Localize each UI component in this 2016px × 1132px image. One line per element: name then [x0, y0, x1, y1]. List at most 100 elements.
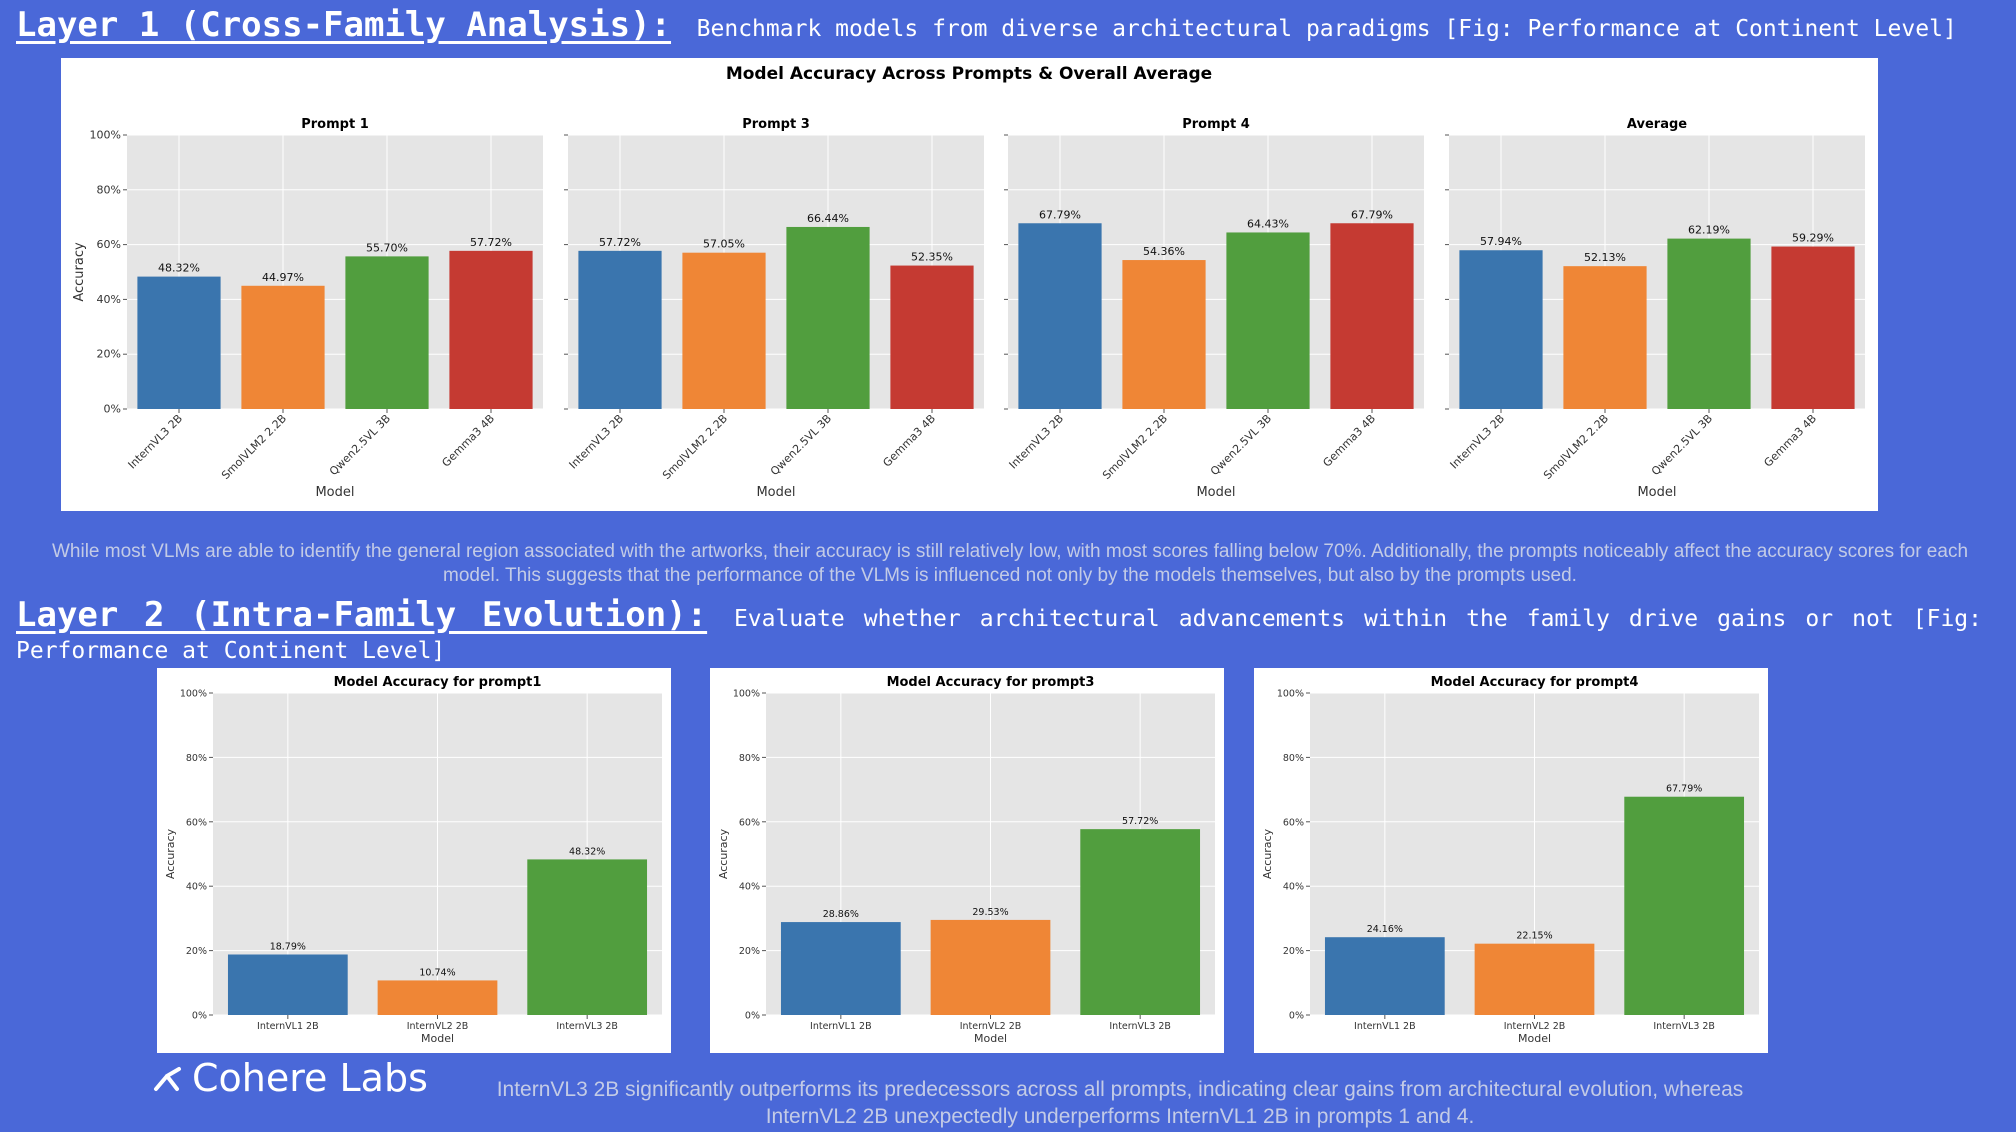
x-axis-label: Model	[756, 485, 795, 500]
x-tick-label: Gemma3 4B	[439, 412, 497, 470]
y-tick-label: 20%	[1283, 946, 1304, 957]
layer2-chart-prompt3: 0% 20% 40% 60% 80% 100% 28.86% InternVL1 2B 29.5…	[717, 675, 1215, 1045]
y-tick-label: 80%	[739, 753, 760, 764]
x-tick-label: InternVL2 2B	[960, 1021, 1022, 1032]
x-tick-label: Gemma3 4B	[1320, 412, 1378, 470]
y-tick-label: 100%	[90, 129, 121, 142]
bar-value-label: 64.43%	[1247, 217, 1289, 230]
bar-value-label: 66.44%	[807, 212, 849, 225]
bar	[1080, 829, 1201, 1015]
layer1-heading: Layer 1 (Cross-Family Analysis): Benchma…	[16, 8, 2006, 46]
y-tick-label: 100%	[1277, 689, 1304, 700]
bar-value-label: 67.79%	[1666, 784, 1702, 795]
bar	[1474, 943, 1595, 1015]
subplot-average: 57.94% InternVL3 2B 52.13% SmolVLM2 2.2B 62.…	[1445, 117, 1865, 500]
bar	[578, 250, 662, 409]
x-tick-label: Qwen2.5VL 3B	[768, 412, 834, 478]
y-tick-label: 40%	[186, 882, 207, 893]
plot: 0% 20% 40% 60% 80% 100% 28.86% InternVL1 2B 29.5…	[717, 675, 1215, 1045]
layer2-chart-prompt4: 0% 20% 40% 60% 80% 100% 24.16% InternVL1 2B 22.1…	[1261, 675, 1759, 1045]
bar-value-label: 57.72%	[470, 236, 512, 249]
x-axis-label: Model	[974, 1032, 1007, 1045]
bar	[1667, 238, 1751, 409]
y-tick-label: 40%	[1283, 882, 1304, 893]
x-axis-label: Model	[1196, 485, 1235, 500]
bar	[780, 922, 901, 1015]
subplot-prompt-4: 67.79% InternVL3 2B 54.36% SmolVLM2 2.2B 64.…	[1004, 117, 1424, 500]
x-axis-label: Model	[1518, 1032, 1551, 1045]
x-tick-label: InternVL3 2B	[556, 1021, 618, 1032]
subplot-title: Prompt 3	[742, 117, 810, 132]
layer1-chart-panel: Model Accuracy Across Prompts & Overall …	[61, 58, 1878, 511]
bar	[241, 285, 325, 409]
bar-value-label: 18.79%	[270, 941, 306, 952]
bar	[527, 859, 648, 1015]
y-tick-label: 60%	[97, 238, 121, 251]
y-axis-label: Accuracy	[1261, 828, 1274, 879]
bar	[1226, 232, 1310, 409]
x-tick-label: InternVL1 2B	[810, 1021, 872, 1032]
layer2-caption: InternVL3 2B significantly outperforms i…	[496, 1078, 1744, 1128]
subplot-title: Model Accuracy for prompt4	[1431, 675, 1639, 690]
bar-value-label: 24.16%	[1367, 924, 1403, 935]
x-tick-label: Gemma3 4B	[880, 412, 938, 470]
x-tick-label: InternVL2 2B	[407, 1021, 469, 1032]
bar-value-label: 57.94%	[1480, 235, 1522, 248]
bar-value-label: 57.05%	[703, 238, 745, 251]
bar	[1459, 250, 1543, 409]
subplot-title: Model Accuracy for prompt3	[887, 675, 1095, 690]
bar-value-label: 29.53%	[972, 907, 1008, 918]
layer2-chart-prompt1: 0% 20% 40% 60% 80% 100% 18.79% InternVL1 2B 10.7…	[164, 675, 662, 1045]
bar	[1122, 260, 1206, 409]
y-axis-label: Accuracy	[717, 828, 730, 879]
y-tick-label: 40%	[739, 882, 760, 893]
x-tick-label: SmolVLM2 2.2B	[219, 412, 289, 482]
bar-value-label: 10.74%	[419, 967, 455, 978]
layer1-caption: While most VLMs are able to identify the…	[51, 541, 1969, 586]
x-tick-label: InternVL3 2B	[1653, 1021, 1715, 1032]
x-tick-label: InternVL3 2B	[1007, 412, 1067, 472]
bar	[377, 980, 498, 1015]
bar	[137, 276, 221, 409]
cohere-logo-icon	[154, 1067, 181, 1091]
x-tick-label: Qwen2.5VL 3B	[1649, 412, 1715, 478]
bar	[930, 919, 1051, 1015]
x-tick-label: SmolVLM2 2.2B	[1100, 412, 1170, 482]
chart-title: Model Accuracy Across Prompts & Overall …	[726, 64, 1212, 84]
bar	[1018, 223, 1102, 409]
x-tick-label: SmolVLM2 2.2B	[1541, 412, 1611, 482]
bar	[682, 252, 766, 409]
layer2-chart-panel-prompt4: 0% 20% 40% 60% 80% 100% 24.16% InternVL1 2B 22.1…	[1254, 668, 1768, 1053]
y-axis-label: Accuracy	[164, 828, 177, 879]
cohere-logo: Cohere Labs	[152, 1056, 428, 1100]
bar	[786, 226, 870, 409]
subplot-prompt-1: 0% 20% 40% 60% 80% 100% 48.32% InternVL3 2B 44.9…	[72, 117, 543, 500]
bar	[449, 250, 533, 409]
y-tick-label: 0%	[1289, 1011, 1304, 1022]
bar	[1624, 796, 1745, 1015]
bar-value-label: 67.79%	[1039, 208, 1081, 221]
x-axis-label: Model	[1637, 485, 1676, 500]
bar-value-label: 57.72%	[1122, 816, 1158, 827]
y-tick-label: 0%	[192, 1011, 207, 1022]
x-tick-label: InternVL3 2B	[567, 412, 627, 472]
bar-value-label: 28.86%	[823, 909, 859, 920]
bar-value-label: 52.35%	[911, 251, 953, 264]
cohere-logo-text: Cohere Labs	[192, 1056, 428, 1100]
y-tick-label: 100%	[733, 689, 760, 700]
layer2-heading: Layer 2 (Intra-Family Evolution): Evalua…	[16, 598, 1982, 668]
bar	[227, 954, 348, 1015]
y-tick-label: 40%	[97, 293, 121, 306]
subplot-prompt-3: 57.72% InternVL3 2B 57.05% SmolVLM2 2.2B 66.…	[564, 117, 984, 500]
y-tick-label: 80%	[1283, 753, 1304, 764]
layer2-chart-panel-prompt3: 0% 20% 40% 60% 80% 100% 28.86% InternVL1 2B 29.5…	[710, 668, 1224, 1053]
x-tick-label: Qwen2.5VL 3B	[1208, 412, 1274, 478]
y-tick-label: 60%	[186, 817, 207, 828]
y-axis-label: Accuracy	[72, 242, 87, 302]
bar-value-label: 55.70%	[366, 241, 408, 254]
x-tick-label: InternVL3 2B	[126, 412, 186, 472]
y-tick-label: 80%	[97, 183, 121, 196]
bar-value-label: 59.29%	[1792, 232, 1834, 245]
bar	[1771, 246, 1855, 409]
y-tick-label: 80%	[186, 753, 207, 764]
